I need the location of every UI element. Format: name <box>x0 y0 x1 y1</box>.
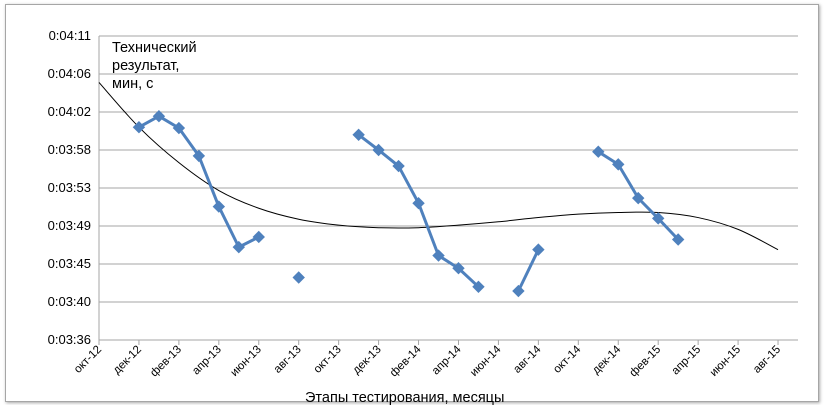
annotation-line-2: результат, <box>112 58 179 74</box>
gridlines <box>99 35 798 303</box>
data-point <box>352 128 365 142</box>
x-tick-label: июн-13 <box>229 344 264 379</box>
y-tick-label: 0:04:06 <box>48 66 91 81</box>
annotation-line-1: Технический <box>112 40 197 56</box>
x-tick-label: фев-14 <box>388 343 424 379</box>
trendline-group <box>98 82 779 251</box>
x-tick-label: апр-15 <box>670 344 704 378</box>
y-tick-label: 0:03:49 <box>48 218 91 233</box>
chart-frame <box>5 4 819 402</box>
trendline <box>98 82 779 251</box>
data-point <box>472 280 485 294</box>
x-tick-label: авг-13 <box>272 344 304 376</box>
data-point <box>612 158 625 171</box>
annotation-line-3: мин, с <box>112 76 153 92</box>
data-point <box>651 212 665 225</box>
annotation-group: Технический результат, мин, с <box>112 40 197 92</box>
data-point <box>592 145 605 158</box>
x-tick-label: фев-15 <box>628 344 664 380</box>
y-tick-label: 0:03:53 <box>48 180 91 195</box>
x-tick-label: дек-14 <box>590 343 623 376</box>
x-tick-label: дек-12 <box>111 344 144 377</box>
x-tick-label: дек-13 <box>351 344 384 377</box>
x-tick-label: апр-14 <box>430 343 464 377</box>
data-point <box>172 121 186 135</box>
axes <box>98 36 798 345</box>
x-tick-label: апр-13 <box>190 344 224 378</box>
data-point <box>192 149 206 163</box>
x-tick-label: июн-15 <box>708 344 743 379</box>
y-tick-label: 0:04:02 <box>48 104 91 119</box>
y-tick-labels: 0:03:36 0:03:40 0:03:45 0:03:49 0:03:53 0:03:… <box>48 28 91 347</box>
data-point <box>412 196 425 210</box>
data-point <box>212 200 226 213</box>
data-point <box>671 233 685 246</box>
x-tick-label: окт-14 <box>551 343 584 376</box>
data-point <box>512 284 525 298</box>
x-tick-label: фев-13 <box>148 344 184 380</box>
data-point <box>232 240 246 254</box>
data-point <box>432 249 445 262</box>
data-point <box>372 143 385 157</box>
data-point <box>392 159 405 173</box>
y-tick-label: 0:03:36 <box>48 332 91 347</box>
data-point <box>292 271 305 284</box>
x-tick-label: окт-13 <box>312 344 344 376</box>
data-point <box>152 110 166 123</box>
y-tick-label: 0:03:45 <box>48 256 91 271</box>
x-tick-label: июн-14 <box>468 343 504 379</box>
data-point <box>632 191 645 205</box>
series-group <box>132 110 685 298</box>
x-tick-label: окт-12 <box>72 344 104 376</box>
y-tick-label: 0:03:40 <box>48 294 91 309</box>
y-tick-label: 0:04:11 <box>49 28 91 43</box>
series-line-1 <box>138 114 260 249</box>
x-tick-labels: окт-12 дек-12 фев-13 апр-13 июн-13 авг-13 окт-… <box>72 343 783 379</box>
y-tick-label: 0:03:58 <box>48 142 91 157</box>
data-point <box>452 262 465 275</box>
x-tick-label: авг-15 <box>751 344 783 376</box>
data-point <box>132 120 146 134</box>
x-axis-label: Этапы тестирования, месяцы <box>305 390 504 405</box>
data-point <box>252 230 265 244</box>
x-tick-label: авг-14 <box>511 343 543 375</box>
data-point <box>532 243 545 256</box>
series-line-4 <box>517 248 540 292</box>
